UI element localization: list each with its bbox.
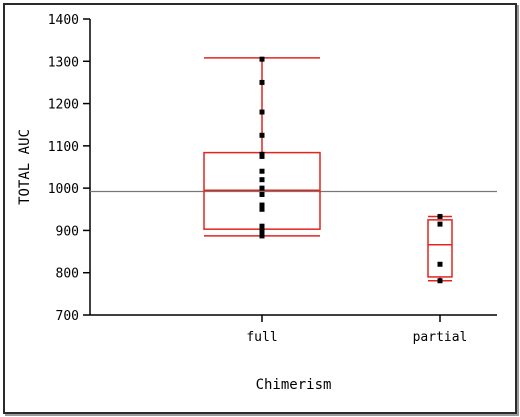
data-point bbox=[437, 278, 443, 284]
data-point bbox=[259, 153, 265, 159]
data-point bbox=[259, 223, 265, 229]
data-point bbox=[259, 132, 265, 138]
box-groups bbox=[203, 56, 453, 284]
data-point bbox=[259, 206, 265, 212]
data-point bbox=[259, 56, 265, 62]
y-axis-title: TOTAL AUC bbox=[17, 129, 33, 205]
data-point bbox=[259, 168, 265, 174]
x-tick-label-full: full bbox=[246, 330, 277, 345]
x-tick-label-partial: partial bbox=[413, 330, 468, 345]
data-point bbox=[259, 177, 265, 183]
data-point bbox=[437, 213, 443, 219]
data-point bbox=[437, 221, 443, 227]
plot-area bbox=[89, 19, 497, 316]
y-axis-ticks: 700 800 900 1000 1100 1200 1300 1400 bbox=[48, 13, 90, 324]
y-tick-label: 1000 bbox=[48, 182, 79, 197]
data-point bbox=[259, 79, 265, 85]
data-point bbox=[259, 202, 265, 208]
y-tick-label: 1400 bbox=[48, 13, 79, 28]
y-tick-label: 1100 bbox=[48, 140, 79, 155]
data-point bbox=[259, 109, 265, 115]
box-full bbox=[203, 56, 321, 239]
box-partial bbox=[427, 213, 453, 284]
data-point bbox=[259, 230, 265, 236]
y-tick-label: 1300 bbox=[48, 55, 79, 70]
y-tick-label: 1200 bbox=[48, 98, 79, 113]
data-point bbox=[437, 261, 443, 267]
y-tick-label: 800 bbox=[56, 267, 79, 282]
x-axis-title: Chimerism bbox=[256, 377, 332, 393]
data-point bbox=[259, 185, 265, 191]
x-axis-ticks: full partial bbox=[246, 315, 467, 345]
data-point bbox=[259, 233, 265, 239]
iqr-box bbox=[427, 219, 453, 278]
data-point bbox=[259, 191, 265, 197]
y-tick-label: 700 bbox=[56, 309, 79, 324]
y-tick-label: 900 bbox=[56, 224, 79, 239]
